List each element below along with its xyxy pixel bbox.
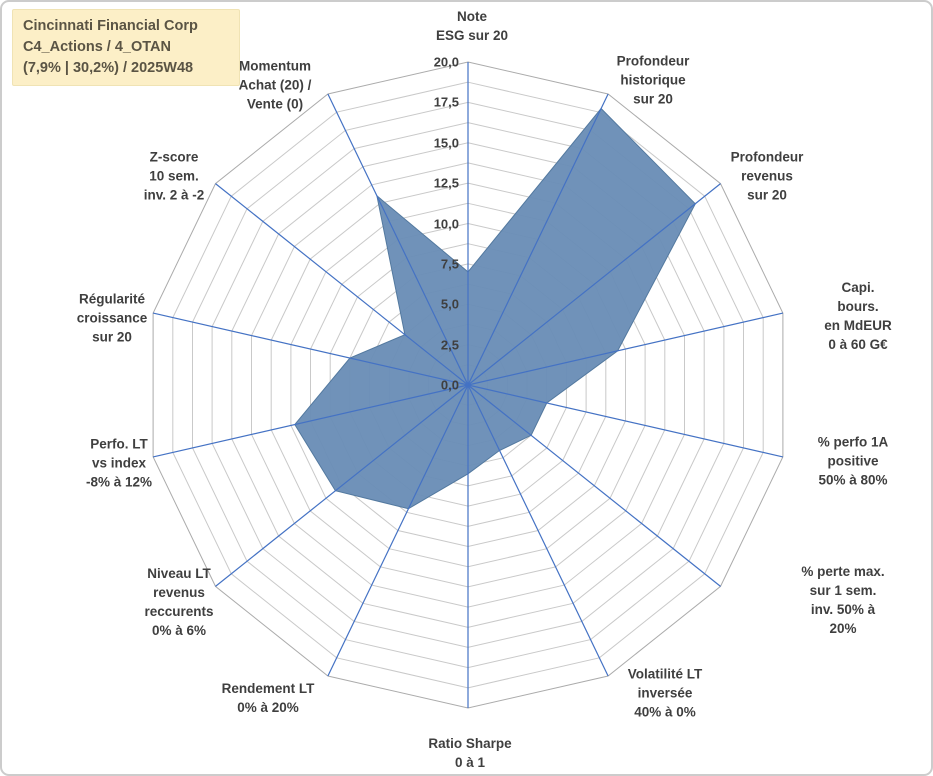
axis-label-6: % perte max. sur 1 sem. inv. 50% à 20% [801, 564, 885, 636]
title-portfolio: C4_Actions / 4_OTAN [23, 39, 171, 55]
title-company: Cincinnati Financial Corp [23, 18, 198, 34]
data-polygon [294, 107, 696, 510]
radial-tick-label: 5,0 [440, 296, 459, 312]
title-weights-week: (7,9% | 30,2%) / 2025W48 [23, 60, 194, 76]
axis-label-2: Profondeur historique sur 20 [616, 53, 690, 107]
axis-label-3: Profondeur revenus sur 20 [730, 149, 804, 203]
radial-tick-label: 20,0 [433, 54, 459, 70]
axis-label-9: Rendement LT 0% à 20% [221, 681, 315, 715]
axis-lines [152, 62, 784, 708]
radial-tick-label: 17,5 [433, 94, 459, 110]
radial-tick-label: 2,5 [440, 337, 459, 353]
axis-label-1: Note ESG sur 20 [435, 9, 509, 43]
radial-tick-label: 10,0 [433, 216, 459, 231]
radial-tick-label: 7,5 [440, 256, 459, 272]
axis-label-12: Régularité croissance sur 20 [76, 291, 148, 345]
axis-label-10: Niveau LT revenus reccurents 0% à 6% [144, 566, 214, 638]
chart-title-box: Cincinnati Financial Corp C4_Actions / 4… [12, 9, 240, 86]
radial-tick-label: 0,0 [440, 377, 459, 393]
axis-label-14: Momentum Achat (20) / Vente (0) [238, 58, 312, 112]
axis-label-13: Z-score 10 sem. inv. 2 à -2 [143, 149, 205, 203]
axis-label-7: Volatilité LT inversée 40% à 0% [627, 666, 703, 720]
axis-label-11: Perfo. LT vs index -8% à 12% [85, 436, 153, 490]
axis-label-4: Capi. bours. en MdEUR 0 à 60 G€ [824, 280, 892, 352]
radial-tick-label: 12,5 [433, 175, 459, 191]
axis-label-8: Ratio Sharpe 0 à 1 [428, 736, 512, 770]
radial-tick-label: 15,0 [433, 135, 459, 151]
axis-label-5: % perfo 1A positive 50% à 80% [817, 434, 889, 488]
